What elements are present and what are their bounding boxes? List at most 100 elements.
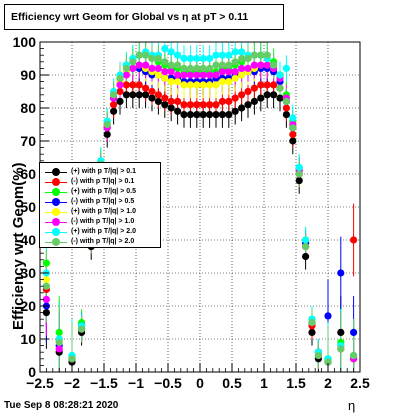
- data-point-series-0: [148, 94, 156, 102]
- data-point-series-0: [250, 97, 258, 105]
- chart-title: Efficiency wrt Geom for Global vs η at p…: [4, 4, 284, 30]
- legend-marker: [52, 238, 60, 246]
- y-tick-label: 90: [20, 67, 36, 83]
- data-point-series-7: [244, 54, 252, 63]
- data-point-series-4: [218, 78, 226, 86]
- data-point-series-0: [161, 101, 169, 109]
- data-point-series-1: [270, 81, 278, 89]
- points-layer: [42, 45, 358, 366]
- y-tick-label: 10: [20, 331, 36, 347]
- legend-marker: [52, 178, 60, 186]
- data-point-series-0: [231, 107, 239, 115]
- data-point-series-0: [244, 101, 252, 109]
- data-point-series-4: [186, 81, 194, 89]
- data-point-series-7: [282, 97, 290, 105]
- data-point-series-3: [337, 269, 345, 277]
- data-point-series-5: [244, 64, 252, 72]
- data-point-series-4: [238, 71, 246, 79]
- data-point-series-0: [257, 94, 265, 102]
- data-point-series-5: [218, 68, 226, 76]
- data-point-series-0: [206, 111, 214, 119]
- data-point-series-7: [55, 338, 63, 346]
- x-axis-label: η: [348, 398, 356, 413]
- y-tick-label: 70: [20, 133, 36, 149]
- data-point-series-6: [225, 51, 233, 59]
- y-tick-label: 20: [20, 298, 36, 314]
- data-point-series-6: [238, 48, 246, 56]
- data-point-series-3: [350, 328, 358, 336]
- data-point-series-7: [238, 54, 246, 63]
- data-point-series-7: [122, 64, 130, 72]
- data-point-series-4: [174, 78, 182, 86]
- data-point-series-1: [212, 101, 220, 109]
- data-point-series-1: [263, 81, 271, 89]
- x-tick-label: 0: [196, 375, 204, 391]
- data-point-series-0: [186, 111, 194, 119]
- data-point-series-7: [186, 64, 194, 72]
- data-point-series-1: [161, 94, 169, 102]
- data-point-series-1: [350, 236, 358, 244]
- data-point-series-5: [206, 71, 214, 79]
- data-point-series-5: [257, 61, 265, 69]
- data-point-series-5: [212, 71, 220, 79]
- legend-marker: [52, 218, 60, 226]
- legend-entry: (-) with p T/|q| > 2.0: [40, 237, 162, 247]
- legend-label: (-) with p T/|q| > 1.0: [71, 218, 135, 225]
- data-point-series-0: [282, 111, 290, 119]
- data-point-series-6: [174, 51, 182, 59]
- data-point-series-4: [154, 71, 162, 79]
- data-point-series-6: [289, 114, 297, 122]
- data-point-series-7: [231, 58, 239, 66]
- data-point-series-7: [103, 120, 111, 129]
- y-axis-label: Efficiency wrt Geom(%): [10, 162, 27, 330]
- data-point-series-0: [225, 111, 233, 119]
- data-point-series-0: [270, 91, 278, 99]
- data-point-series-7: [161, 58, 169, 66]
- data-point-series-1: [206, 101, 214, 109]
- data-point-series-7: [110, 91, 118, 99]
- data-point-series-5: [129, 64, 137, 72]
- data-point-series-5: [167, 68, 175, 76]
- data-point-series-7: [180, 64, 188, 72]
- x-tick-label: 2.5: [350, 375, 370, 391]
- data-point-series-5: [225, 68, 233, 76]
- data-point-series-0: [110, 107, 118, 115]
- x-tick-label: −2: [64, 375, 80, 391]
- data-point-series-4: [199, 81, 207, 89]
- data-point-series-0: [103, 130, 111, 138]
- data-point-series-7: [78, 325, 86, 333]
- data-point-series-7: [225, 61, 233, 69]
- data-point-series-4: [206, 81, 214, 89]
- data-point-series-7: [324, 358, 332, 366]
- data-point-series-4: [225, 78, 233, 86]
- data-point-series-7: [154, 54, 162, 63]
- data-point-series-5: [199, 71, 207, 79]
- timestamp: Tue Sep 8 08:28:21 2020: [4, 400, 119, 411]
- data-point-series-0: [180, 111, 188, 119]
- data-point-series-7: [148, 54, 156, 63]
- data-point-series-0: [135, 91, 143, 99]
- x-tick-label: 0.5: [222, 375, 242, 391]
- data-point-series-1: [289, 130, 297, 138]
- data-point-series-0: [212, 111, 220, 119]
- data-point-series-1: [167, 97, 175, 105]
- data-point-series-5: [174, 71, 182, 79]
- data-point-series-1: [238, 91, 246, 99]
- data-point-series-5: [42, 295, 51, 303]
- data-point-series-7: [308, 318, 316, 327]
- data-point-series-0: [174, 107, 182, 115]
- data-point-series-0: [302, 252, 310, 261]
- y-tick-label: 80: [20, 100, 36, 116]
- data-point-series-6: [276, 71, 284, 79]
- data-point-series-5: [161, 68, 169, 76]
- data-point-series-4: [161, 74, 169, 82]
- ticks-layer: −2.5 −2 −1.5 −1 −0.5 0 0.5 1 1.5 2 2.5 0 10 20 30 40 50 6…: [13, 34, 370, 391]
- data-point-series-7: [212, 61, 220, 69]
- data-point-series-0: [129, 91, 137, 99]
- legend-marker: [52, 198, 60, 206]
- data-point-series-6: [295, 163, 303, 171]
- data-point-series-7: [314, 351, 322, 360]
- y-tick-label: 60: [20, 166, 36, 182]
- data-point-series-7: [193, 64, 201, 72]
- data-point-series-7: [129, 58, 137, 66]
